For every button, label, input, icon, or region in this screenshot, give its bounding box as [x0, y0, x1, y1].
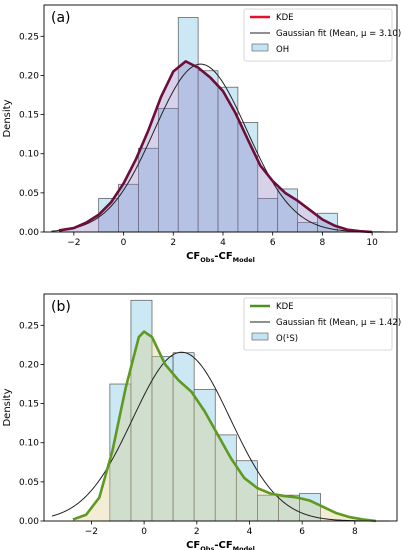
axes-frame [43, 293, 398, 522]
x-axis-label-mid: -CF [214, 540, 232, 550]
panel-a: −2 0 2 4 6 8 10 0.00 0.05 0.10 0.15 0.20 0.25 Density… [2, 4, 401, 264]
x-axis-label-mid: -CF [214, 251, 232, 262]
x-axis-label-sub2: Model [233, 256, 255, 264]
x-axis-label: CFObs-CFModel [186, 251, 255, 264]
x-tick-label: 8 [352, 527, 358, 537]
kde-line [72, 330, 377, 523]
y-axis-label: Density [2, 99, 13, 137]
panel-label: (b) [51, 299, 71, 315]
x-tick-label: 0 [141, 527, 147, 537]
y-tick-label: 0.15 [19, 400, 39, 410]
y-tick-label: 0.05 [19, 478, 39, 488]
x-axis-label-sub1: Obs [200, 256, 214, 264]
x-tick-label: 6 [299, 527, 305, 537]
legend-entry: KDE [276, 13, 294, 23]
gaussian-fit-line [51, 63, 390, 233]
y-tick-label: 0.15 [19, 111, 39, 121]
kde-area [58, 61, 373, 232]
legend-box [243, 8, 393, 62]
legend: KDE Gaussian fit (Mean, μ = 3.10) OH [243, 8, 401, 62]
kde-line [58, 60, 373, 234]
x-tick-label: 2 [194, 527, 200, 537]
legend-hist-swatch [251, 332, 269, 341]
panel-label: (a) [51, 10, 71, 26]
kde-area [72, 331, 376, 521]
x-axis-label-sub2: Model [233, 545, 255, 550]
x-tick-label: 6 [270, 238, 276, 248]
legend-entry: O(¹S) [276, 334, 298, 344]
x-tick-label: −2 [85, 527, 98, 537]
legend-entry: KDE [276, 302, 294, 312]
y-tick-label: 0.25 [19, 321, 39, 331]
y-tick-label: 0.20 [19, 71, 39, 81]
legend-entry: Gaussian fit (Mean, μ = 3.10) [276, 29, 401, 39]
x-axis-label-sub1: Obs [200, 545, 214, 550]
x-tick-label: 2 [170, 238, 176, 248]
axes-frame [43, 4, 398, 233]
x-axis-label-main: CF [186, 251, 200, 262]
x-tick-label: 4 [247, 527, 253, 537]
y-tick-label: 0.10 [19, 439, 39, 449]
x-axis-label: CFObs-CFModel [186, 540, 255, 550]
legend: KDE Gaussian fit (Mean, μ = 1.42) O(¹S) [243, 297, 401, 351]
y-tick-label: 0.10 [19, 150, 39, 160]
x-axis-label-main: CF [186, 540, 200, 550]
panel-b: −2 0 2 4 6 8 0.00 0.05 0.10 0.15 0.20 0.25 Density CF… [2, 293, 401, 550]
y-tick-label: 0.00 [19, 228, 39, 238]
x-tick-label: 4 [220, 238, 226, 248]
y-tick-label: 0.05 [19, 189, 39, 199]
x-tick-label: −2 [67, 238, 80, 248]
y-tick-label: 0.25 [19, 32, 39, 42]
y-axis-label: Density [2, 388, 13, 426]
y-tick-label: 0.00 [19, 517, 39, 527]
legend-box [243, 297, 393, 351]
x-tick-label: 0 [121, 238, 127, 248]
x-tick-label: 10 [366, 238, 378, 248]
legend-entry: Gaussian fit (Mean, μ = 1.42) [276, 318, 401, 328]
legend-hist-swatch [251, 43, 269, 52]
x-tick-label: 8 [320, 238, 326, 248]
legend-entry: OH [276, 45, 289, 55]
y-tick-label: 0.20 [19, 360, 39, 370]
